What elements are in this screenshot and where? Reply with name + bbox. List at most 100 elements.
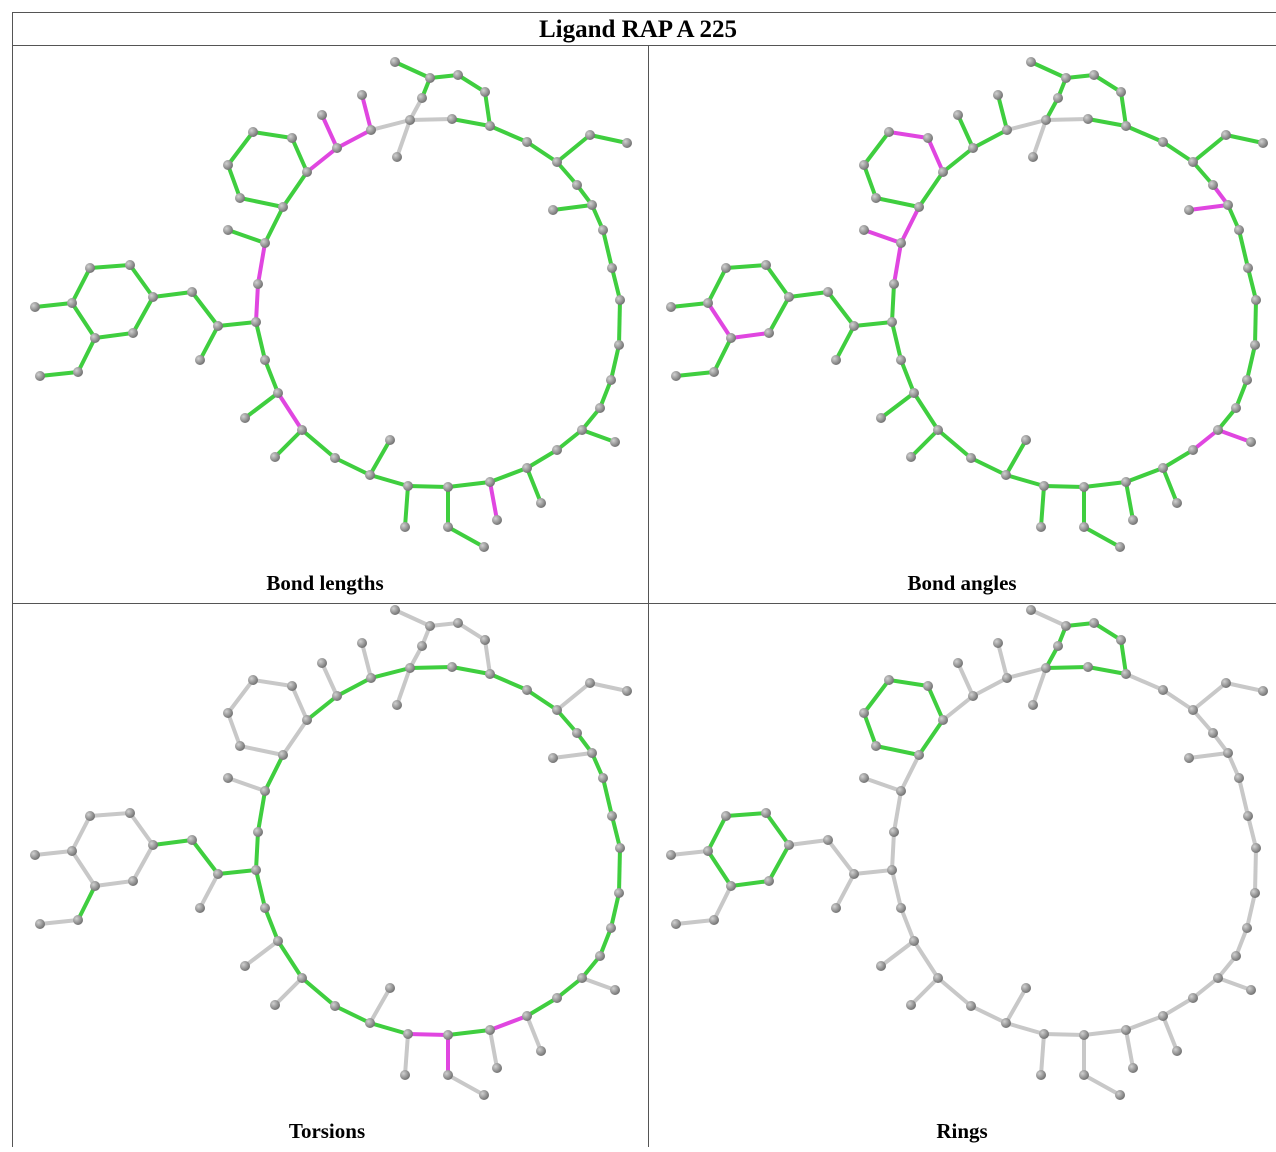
atom [447,114,457,124]
bond [448,1075,484,1095]
atom [485,477,495,487]
atom [270,452,280,462]
atom [195,355,205,365]
atom [1002,673,1012,683]
atom [235,741,245,751]
bond [881,941,914,966]
atom [784,840,794,850]
bond [1189,753,1228,758]
bond [371,120,410,130]
atom [128,876,138,886]
atom [896,903,906,913]
atom [1243,263,1253,273]
bond [1031,610,1066,626]
atom [1039,481,1049,491]
bond [1126,1016,1163,1030]
atom [332,691,342,701]
atom [403,481,413,491]
atom [1121,669,1131,679]
bond [490,1030,497,1068]
atom [887,317,897,327]
bond [1033,668,1046,705]
atom [761,808,771,818]
atom [1121,1025,1131,1035]
bond [619,848,620,893]
bond [40,372,78,376]
bond [726,265,766,268]
atom [128,328,138,338]
atom [610,437,620,447]
bond [335,1006,370,1023]
bond [370,1023,408,1034]
bond [876,198,919,207]
atom [1172,498,1182,508]
atom [251,865,261,875]
atom [923,133,933,143]
atom [884,127,894,137]
atom [614,888,624,898]
atom [1079,1070,1089,1080]
bond [998,643,1007,678]
atom [260,238,270,248]
atom [1041,115,1051,125]
bond [971,1006,1006,1023]
atom [703,298,713,308]
atom [552,705,562,715]
bond [619,300,620,345]
atom [721,811,731,821]
bond [828,840,854,874]
bond [769,297,789,333]
bond [1163,690,1193,710]
bond [864,713,876,746]
atom [1234,225,1244,235]
bond [1255,300,1256,345]
panel-caption: Bond angles [907,571,1016,595]
bond [322,663,337,696]
bond [275,430,302,457]
atom [485,121,495,131]
atom [30,850,40,860]
bond [892,870,901,908]
bond [130,265,153,297]
bond [448,1030,490,1035]
atom [357,90,367,100]
bond [1218,978,1251,990]
bond [527,450,557,468]
atom [223,708,233,718]
atom [392,700,402,710]
atom [213,321,223,331]
atom [125,808,135,818]
bond [603,230,612,268]
atom [871,193,881,203]
bond [973,130,1007,148]
bond [1126,468,1163,482]
atom [938,715,948,725]
bond [72,268,90,303]
atom [400,1070,410,1080]
atom [1188,157,1198,167]
atom [187,835,197,845]
atom [884,675,894,685]
atom [67,298,77,308]
atom [552,993,562,1003]
atom [938,167,948,177]
atom [1223,748,1233,758]
bond [35,851,72,855]
bond [78,338,95,372]
atom [302,715,312,725]
atom [849,321,859,331]
atom [1089,618,1099,628]
bond [1239,230,1248,268]
bond [864,165,876,198]
atom [671,919,681,929]
atom [287,681,297,691]
atom [585,678,595,688]
bond [769,845,789,881]
bond [557,683,590,710]
atom [85,811,95,821]
bond [192,840,218,874]
bond [278,941,302,978]
bond [405,1034,408,1075]
atom [213,869,223,879]
atom [859,225,869,235]
